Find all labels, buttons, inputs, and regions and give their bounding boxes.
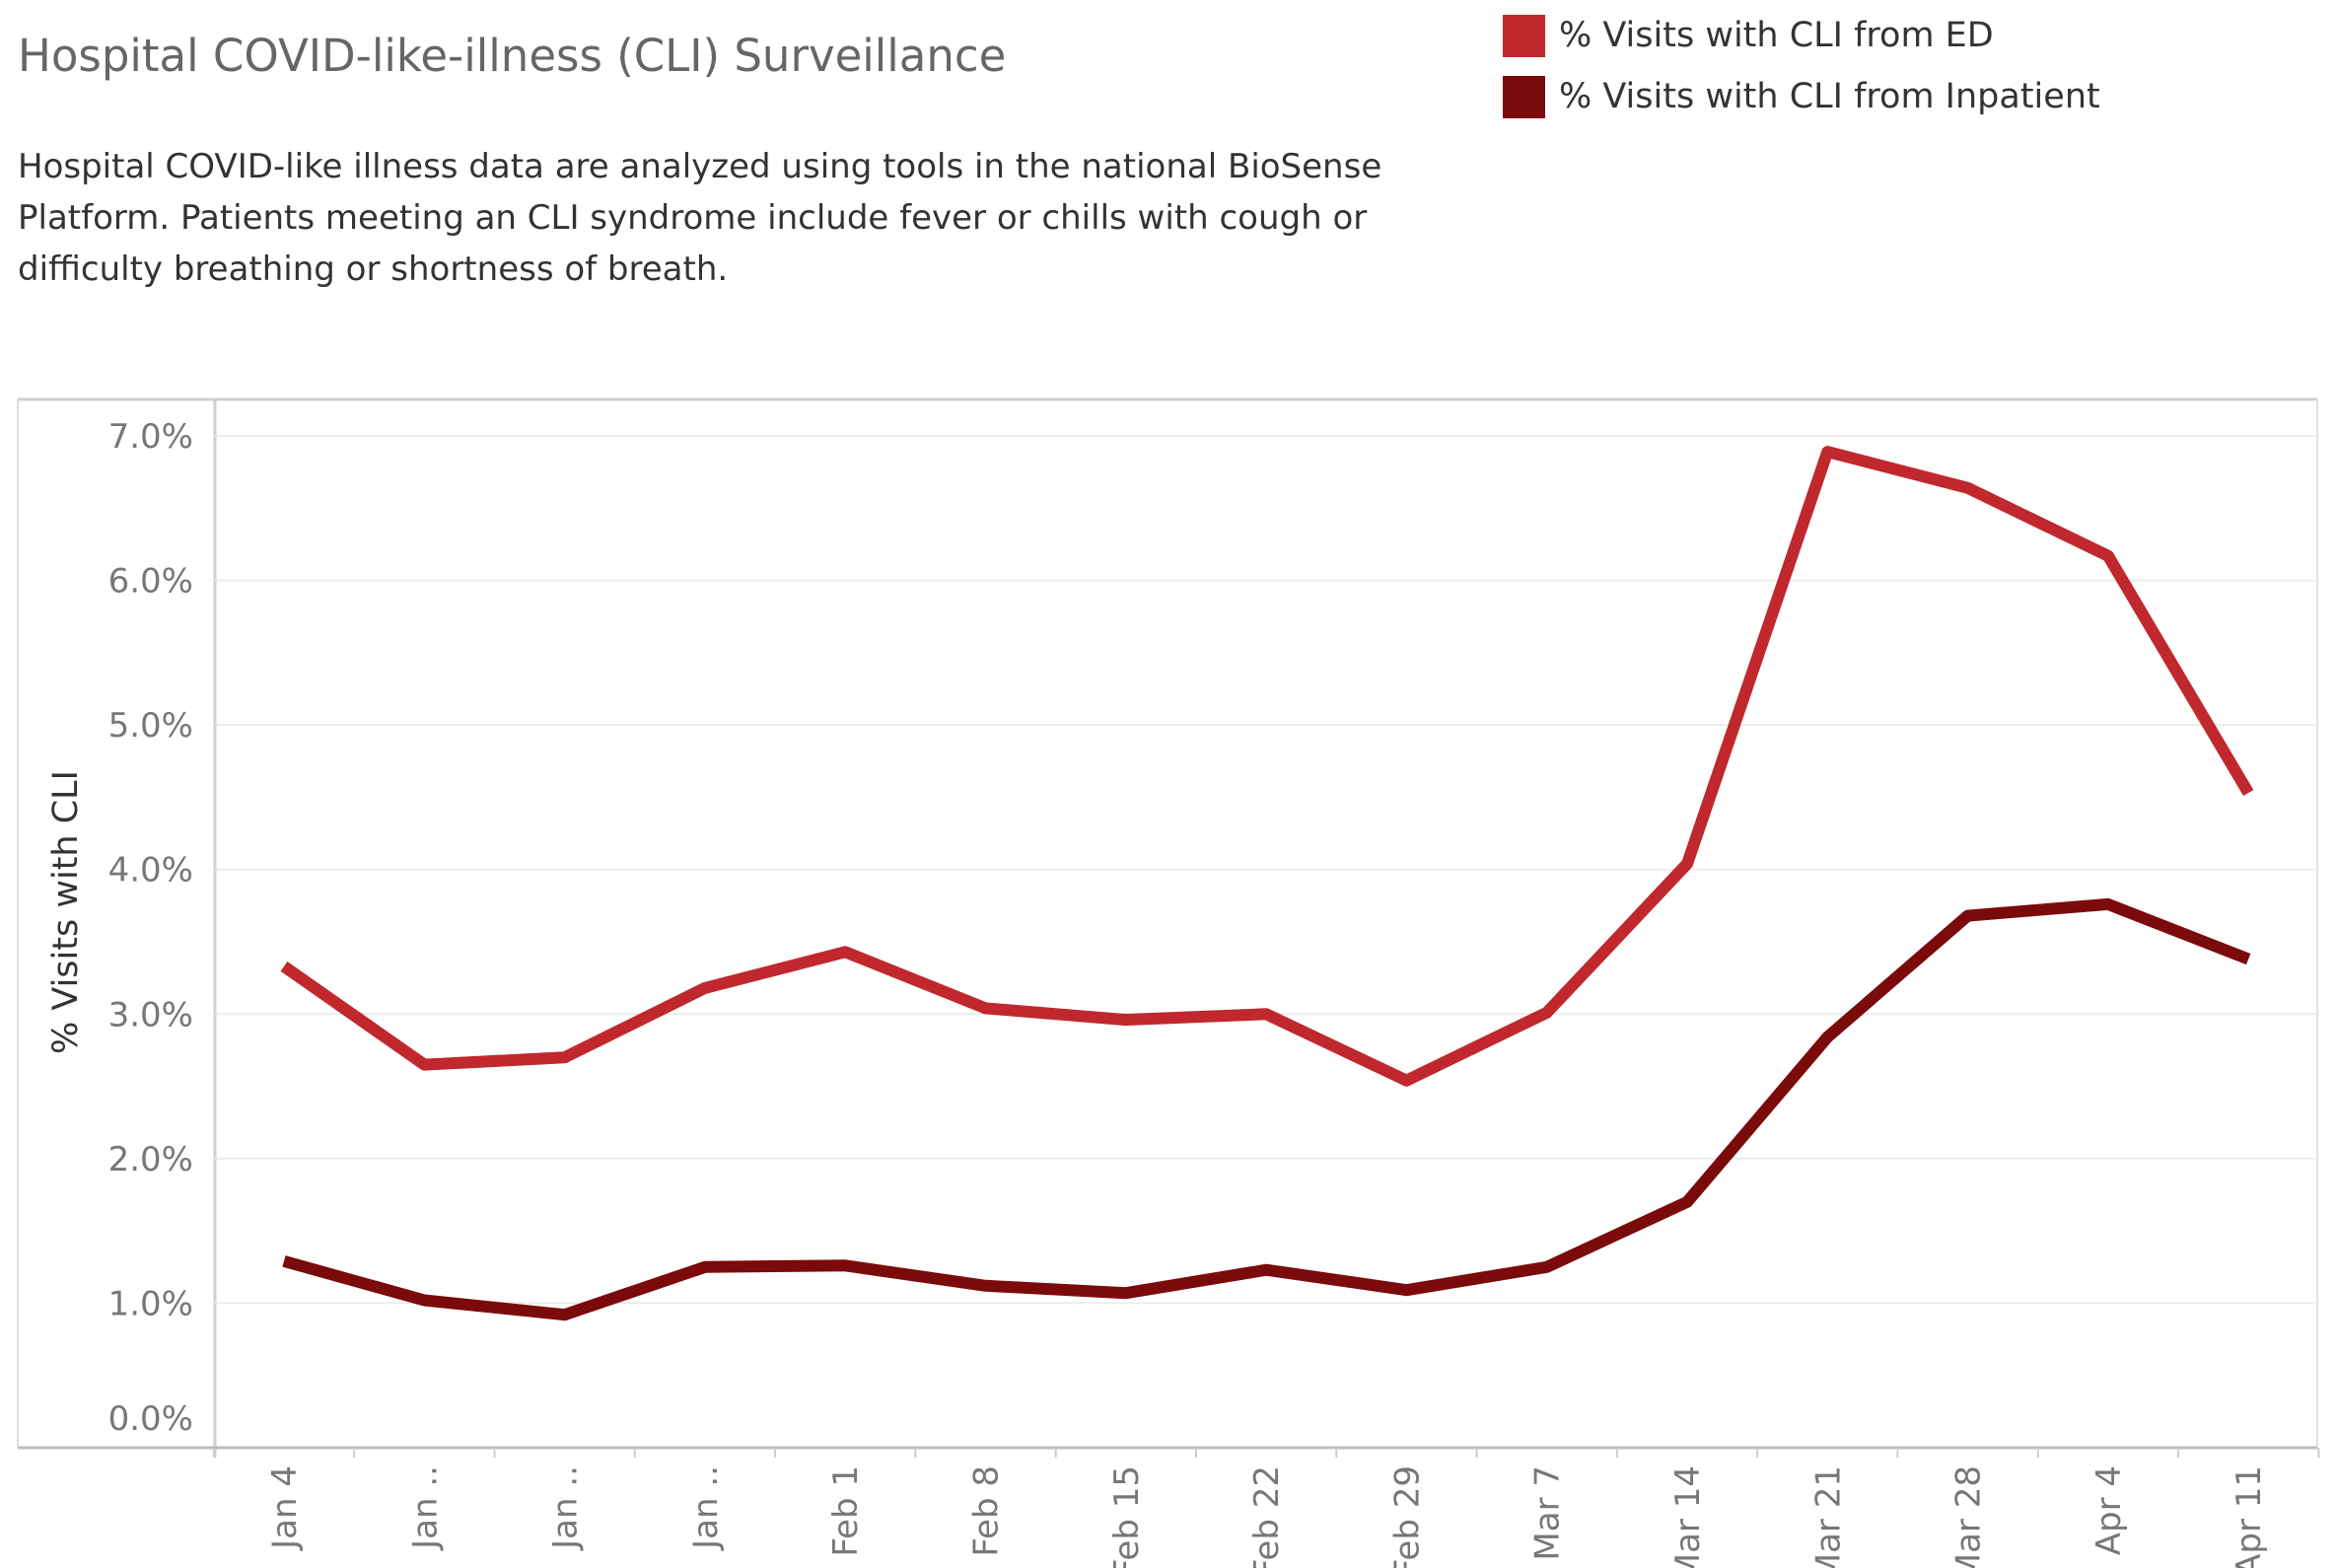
y-tick-label: 2.0% <box>108 1140 193 1179</box>
x-tick-label: Feb 29 <box>1387 1465 1427 1568</box>
y-tick-label: 4.0% <box>108 851 193 891</box>
legend-label-ed: % Visits with CLI from ED <box>1559 16 1994 55</box>
x-tick-label: Mar 7 <box>1528 1465 1568 1561</box>
legend-swatch-ed <box>1503 14 1545 57</box>
legend-label-inpatient: % Visits with CLI from Inpatient <box>1559 77 2100 116</box>
legend-item-ed[interactable]: % Visits with CLI from ED <box>1503 5 2100 66</box>
x-tick-label: Jan .. <box>405 1465 445 1551</box>
legend-item-inpatient[interactable]: % Visits with CLI from Inpatient <box>1503 66 2100 127</box>
y-axis-title: % Visits with CLI <box>46 770 86 1054</box>
x-tick-label: Feb 15 <box>1107 1465 1147 1568</box>
x-tick-label: Apr 11 <box>2229 1465 2269 1568</box>
x-tick-label: Mar 28 <box>1949 1465 1989 1568</box>
x-tick-label: Apr 4 <box>2089 1465 2129 1555</box>
chart-description: Hospital COVID-like illness data are ana… <box>18 147 1382 289</box>
x-tick-label: Feb 8 <box>967 1465 1007 1557</box>
legend-swatch-inpatient <box>1503 75 1545 118</box>
x-tick-label: Mar 21 <box>1808 1465 1848 1568</box>
x-tick-label: Feb 1 <box>826 1465 866 1557</box>
y-tick-label: 1.0% <box>108 1284 193 1323</box>
x-tick-label: Mar 14 <box>1668 1465 1708 1568</box>
series-line-inpatient <box>282 897 2251 1321</box>
y-tick-label: 5.0% <box>108 706 193 746</box>
x-tick-label: Jan .. <box>546 1465 586 1551</box>
chart-title: Hospital COVID-like-illness (CLI) Survei… <box>18 30 1007 82</box>
x-tick-label: Jan .. <box>686 1465 726 1551</box>
y-tick-label: 7.0% <box>108 417 193 457</box>
y-tick-label: 6.0% <box>108 562 193 602</box>
series-line-ed <box>280 446 2254 1087</box>
legend: % Visits with CLI from ED % Visits with … <box>1503 5 2100 127</box>
x-tick-label: Jan 4 <box>265 1465 305 1551</box>
y-tick-label: 0.0% <box>108 1399 193 1439</box>
y-tick-label: 3.0% <box>108 995 193 1034</box>
x-tick-label: Feb 22 <box>1247 1465 1287 1568</box>
